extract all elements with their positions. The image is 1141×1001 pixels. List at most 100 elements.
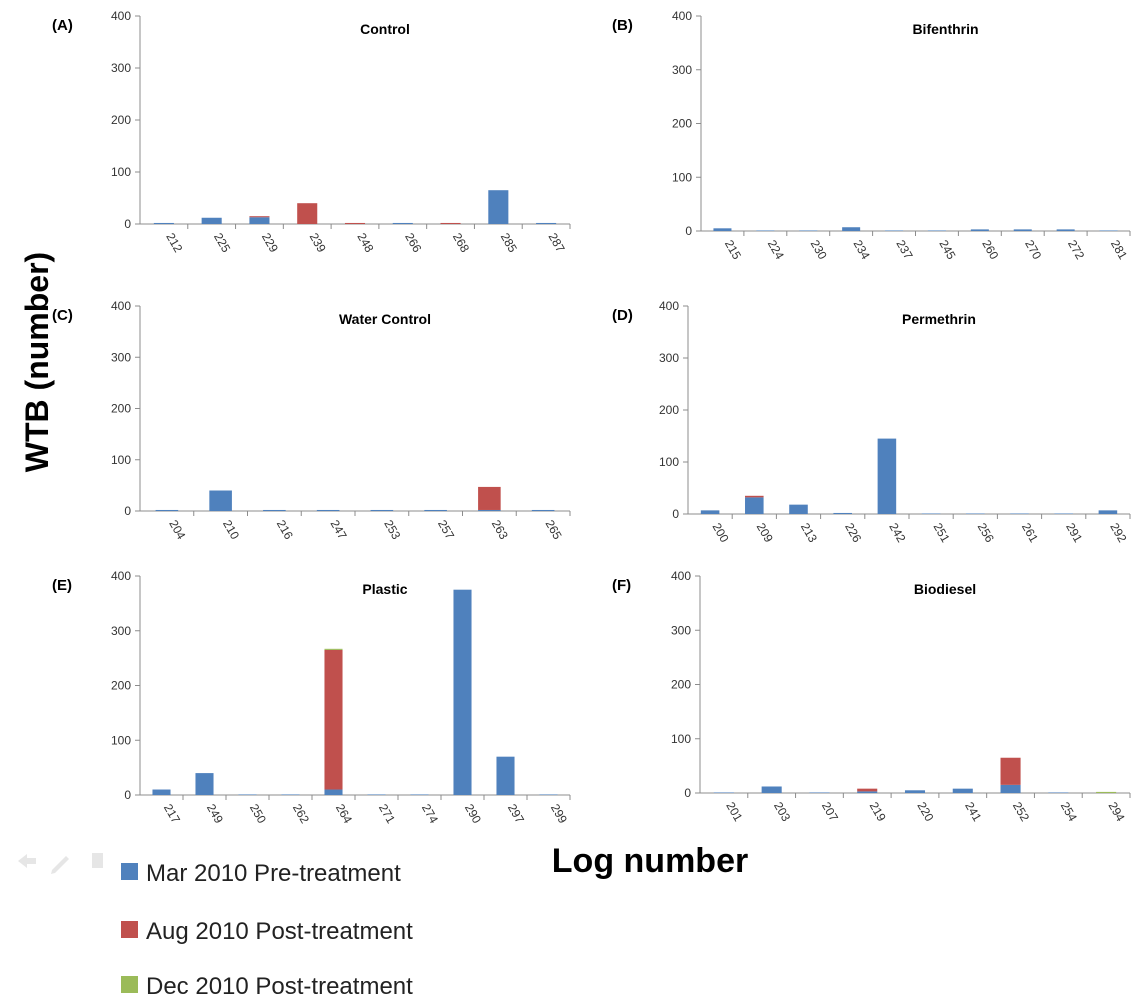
panel-title: Plastic — [362, 581, 407, 597]
pen-icon — [51, 856, 69, 874]
y-tick-label: 200 — [111, 113, 131, 127]
y-tick-label: 100 — [672, 170, 692, 184]
y-tick-label: 400 — [111, 569, 131, 583]
panels: 0 100 200 300 400 (A) Control 212 225 229 239 248 26… — [52, 9, 1131, 827]
bar-210-mar-2010-pre-treatment — [209, 490, 232, 511]
y-tick-label: 0 — [124, 788, 131, 802]
y-tick-label: 300 — [671, 623, 691, 637]
panel-bifenthrin: 0 100 200 300 400 (B) Bifenthrin 215 224 230 234 23… — [612, 9, 1131, 263]
bar-225-mar-2010-pre-treatment — [201, 217, 222, 224]
x-tick-label: 251 — [931, 521, 953, 546]
bar-226-mar-2010-pre-treatment — [833, 512, 852, 514]
bar-220-mar-2010-pre-treatment — [904, 790, 926, 793]
panel-title: Permethrin — [902, 311, 976, 327]
panel-title: Water Control — [339, 311, 431, 327]
x-tick-label: 225 — [211, 231, 233, 256]
y-tick-label: 100 — [671, 732, 691, 746]
y-tick-label: 300 — [111, 350, 131, 364]
x-tick-label: 285 — [498, 231, 520, 256]
bar-209-mar-2010-pre-treatment — [745, 497, 764, 514]
x-tick-label: 264 — [333, 802, 355, 827]
y-tick-label: 0 — [124, 217, 131, 231]
bar-297-mar-2010-pre-treatment — [496, 756, 515, 795]
bar-262-mar-2010-pre-treatment — [281, 794, 300, 795]
bar-274-mar-2010-pre-treatment — [410, 794, 429, 795]
legend-swatch-dec-2010 — [121, 976, 138, 993]
panel-letter: (B) — [612, 17, 633, 34]
x-tick-label: 262 — [290, 802, 312, 827]
x-tick-label: 219 — [867, 800, 889, 825]
y-tick-label: 0 — [124, 504, 131, 518]
bar-207-mar-2010-pre-treatment — [809, 792, 830, 793]
x-tick-label: 224 — [765, 238, 787, 263]
x-tick-label: 200 — [710, 521, 732, 546]
x-tick-label: 204 — [166, 518, 188, 543]
y-tick-label: 100 — [111, 165, 131, 179]
y-tick-label: 400 — [671, 569, 691, 583]
x-tick-label: 271 — [376, 802, 398, 827]
bar-264-dec-2010-post-treatment — [324, 648, 343, 650]
x-tick-label: 287 — [546, 231, 568, 256]
bar-287-mar-2010-pre-treatment — [536, 222, 557, 224]
bar-291-mar-2010-pre-treatment — [1054, 513, 1073, 514]
x-tick-label: 292 — [1107, 521, 1129, 546]
x-tick-label: 297 — [505, 802, 527, 827]
bar-204-mar-2010-pre-treatment — [155, 509, 179, 511]
x-tick-label: 260 — [979, 238, 1001, 263]
x-tick-label: 256 — [975, 521, 997, 546]
bar-256-mar-2010-pre-treatment — [966, 513, 985, 514]
x-tick-label: 291 — [1063, 521, 1085, 546]
bar-285-mar-2010-pre-treatment — [488, 190, 509, 224]
bar-203-mar-2010-pre-treatment — [761, 786, 782, 793]
bar-268-aug-2010-post-treatment — [440, 222, 461, 224]
y-tick-label: 0 — [685, 224, 692, 238]
bar-250-mar-2010-pre-treatment — [238, 794, 257, 795]
bar-230-mar-2010-pre-treatment — [799, 230, 818, 231]
y-tick-label: 300 — [659, 351, 679, 365]
panel-letter: (C) — [52, 307, 73, 324]
x-tick-label: 247 — [328, 518, 350, 543]
legend-swatch-aug-2010 — [121, 921, 138, 938]
y-tick-label: 200 — [671, 678, 691, 692]
y-tick-label: 200 — [672, 117, 692, 131]
y-tick-label: 300 — [111, 624, 131, 638]
bar-201-mar-2010-pre-treatment — [713, 792, 734, 793]
panel-title: Biodiesel — [914, 581, 976, 597]
bar-234-mar-2010-pre-treatment — [842, 227, 861, 231]
x-tick-label: 263 — [489, 518, 511, 543]
x-tick-label: 261 — [1019, 521, 1041, 546]
bar-229-mar-2010-pre-treatment — [249, 217, 270, 224]
x-tick-label: 252 — [1010, 800, 1032, 825]
x-tick-label: 239 — [307, 231, 329, 256]
y-tick-label: 300 — [672, 63, 692, 77]
x-tick-label: 220 — [914, 800, 936, 825]
panel-control: 0 100 200 300 400 (A) Control 212 225 229 239 248 26… — [52, 9, 571, 256]
back-arrow-icon — [18, 854, 36, 868]
x-tick-label: 201 — [723, 800, 745, 825]
x-tick-label: 242 — [886, 521, 908, 546]
y-tick-label: 200 — [111, 679, 131, 693]
bar-290-mar-2010-pre-treatment — [453, 589, 472, 795]
x-tick-label: 281 — [1108, 238, 1130, 263]
x-tick-label: 294 — [1106, 800, 1128, 825]
panel-letter: (F) — [612, 577, 631, 594]
bar-263-aug-2010-post-treatment — [478, 486, 501, 510]
bar-261-mar-2010-pre-treatment — [1010, 513, 1029, 514]
bar-264-aug-2010-post-treatment — [324, 649, 343, 790]
x-tick-label: 248 — [354, 231, 376, 256]
x-axis-label: Log number — [552, 842, 748, 880]
bar-292-mar-2010-pre-treatment — [1098, 510, 1118, 514]
x-tick-label: 266 — [402, 231, 424, 256]
y-tick-label: 300 — [111, 61, 131, 75]
x-tick-label: 215 — [722, 238, 744, 263]
x-tick-label: 229 — [259, 231, 281, 256]
y-tick-label: 400 — [111, 9, 131, 23]
bar-247-mar-2010-pre-treatment — [316, 509, 340, 511]
bar-242-mar-2010-pre-treatment — [877, 438, 897, 514]
bar-260-mar-2010-pre-treatment — [970, 229, 989, 231]
x-tick-label: 270 — [1022, 238, 1044, 263]
panel-water-control: 0 100 200 300 400 (C) Water Control 204 210 216 24… — [52, 299, 571, 543]
legend-label-mar-2010: Mar 2010 Pre-treatment — [146, 860, 401, 887]
bar-253-mar-2010-pre-treatment — [370, 509, 394, 511]
